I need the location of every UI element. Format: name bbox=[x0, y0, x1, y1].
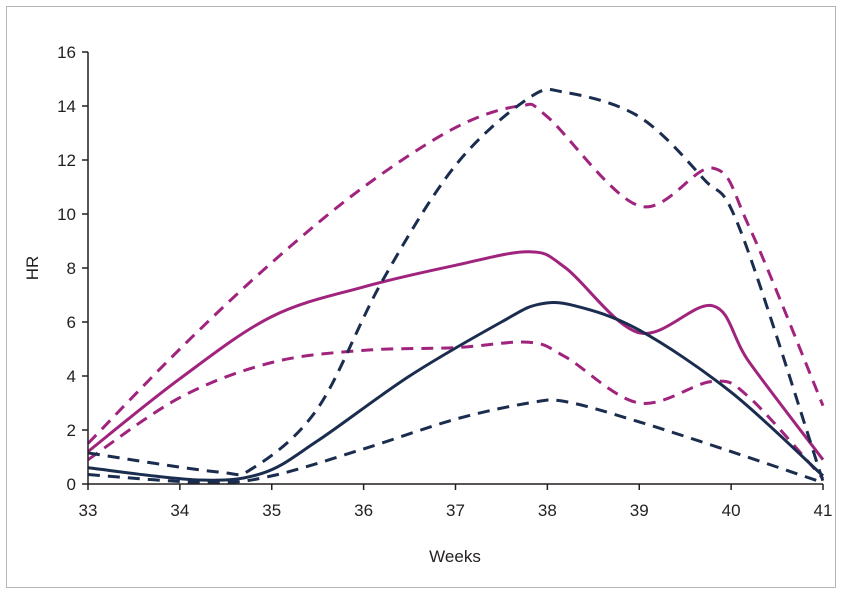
series-line-5 bbox=[87, 301, 825, 482]
x-tick-label: 35 bbox=[262, 501, 281, 520]
y-tick-label: 4 bbox=[67, 367, 76, 386]
x-tick-label: 37 bbox=[446, 501, 465, 520]
series-line-2 bbox=[87, 250, 825, 461]
x-tick-label: 40 bbox=[722, 501, 741, 520]
x-tick-label: 38 bbox=[538, 501, 557, 520]
axes-layer bbox=[87, 52, 823, 485]
chart-frame bbox=[6, 6, 836, 588]
series-line-4 bbox=[87, 87, 825, 482]
x-tick-label: 41 bbox=[814, 501, 833, 520]
x-tick-label: 33 bbox=[79, 501, 98, 520]
x-tick-label: 39 bbox=[630, 501, 649, 520]
y-tick-label: 12 bbox=[57, 151, 76, 170]
x-tick-label: 34 bbox=[170, 501, 189, 520]
y-tick-label: 16 bbox=[57, 43, 76, 62]
series-line-3 bbox=[87, 340, 825, 480]
ticks-layer: 0 2 4 6 8 10 12 14 16 33 34 35 36 37 38 39 40 41 bbox=[57, 43, 832, 520]
y-tick-label: 2 bbox=[67, 421, 76, 440]
y-tick-label: 8 bbox=[67, 259, 76, 278]
series-line-1 bbox=[86, 102, 825, 445]
y-tick-label: 10 bbox=[57, 205, 76, 224]
y-tick-label: 6 bbox=[67, 313, 76, 332]
y-tick-label: 0 bbox=[67, 475, 76, 494]
y-axis-title: HR bbox=[23, 256, 42, 281]
series-line-6 bbox=[87, 398, 824, 485]
series-layer bbox=[86, 87, 825, 485]
y-tick-label: 14 bbox=[57, 97, 76, 116]
x-axis-title: Weeks bbox=[429, 547, 481, 566]
x-tick-label: 36 bbox=[354, 501, 373, 520]
